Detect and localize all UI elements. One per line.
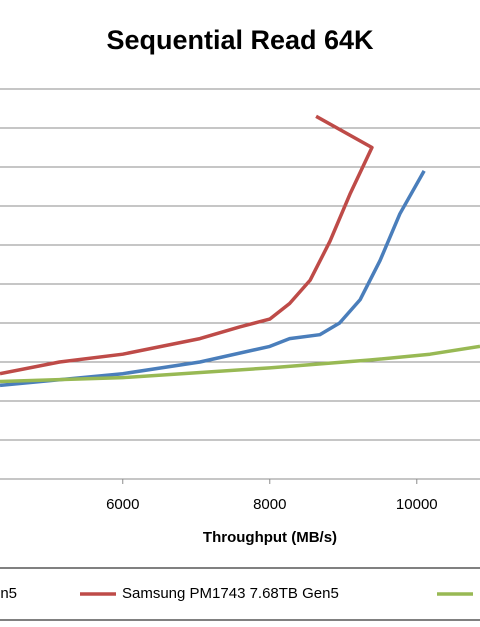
- x-tick-label: 10000: [396, 496, 438, 513]
- x-axis-label: Throughput (MB/s): [203, 529, 337, 546]
- legend-label: Samsung PM1743 7.68TB Gen5: [122, 585, 339, 602]
- series-line: [0, 344, 480, 384]
- series-line: [0, 114, 374, 376]
- x-tick-label: 8000: [253, 496, 286, 513]
- legend-label: en5: [0, 585, 17, 602]
- chart-title: Sequential Read 64K: [106, 25, 374, 55]
- series-line: [0, 170, 426, 388]
- x-tick-label: 6000: [106, 496, 139, 513]
